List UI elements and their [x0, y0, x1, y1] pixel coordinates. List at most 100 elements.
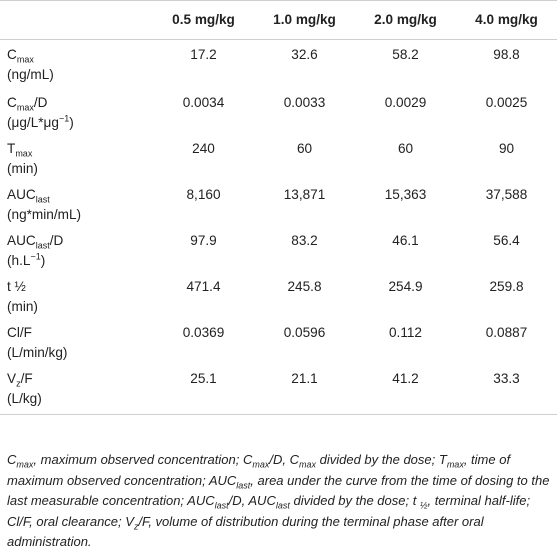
- parameter-unit: (h.L−1): [7, 251, 153, 271]
- table-cell-value: 17.2: [190, 47, 217, 62]
- table-cell-value: 259.8: [489, 278, 524, 294]
- parameter-label: Cmax (ng/mL): [0, 40, 153, 93]
- table-cell-value: 240: [192, 140, 215, 156]
- parameter-unit-main: (ng/mL): [7, 67, 54, 82]
- parameter-label: AUClast/D (h.L−1): [0, 231, 153, 277]
- footnote-subscript: ½: [419, 500, 428, 511]
- parameter-name: t ½: [7, 277, 153, 297]
- table-cell-value: 254.9: [388, 278, 423, 294]
- table-cell-value: 471.4: [186, 278, 221, 294]
- parameter-name-main: V: [7, 370, 17, 386]
- table-row: AUClast (ng*min/mL) 8,160 13,871 15,363 37,58…: [0, 185, 557, 231]
- footnote-subscript: max: [252, 459, 270, 470]
- parameter-label: Cl/F (L/min/kg): [0, 323, 153, 369]
- parameter-unit: (L/kg): [7, 389, 153, 409]
- parameter-unit: (μg/L*μg−1): [7, 113, 153, 133]
- table-cell-value: 0.112: [388, 324, 422, 340]
- parameter-name-main: t ½: [7, 278, 26, 294]
- parameter-name-main: AUC: [7, 186, 36, 202]
- footnote-text: , area under the curve from the time of …: [7, 472, 550, 509]
- parameter-unit-main: (min): [7, 160, 38, 176]
- footnote-subscript: z: [133, 521, 139, 532]
- header-cell-dose: 1.0 mg/kg: [254, 0, 355, 40]
- parameter-label: Vz/F (L/kg): [0, 368, 153, 415]
- footnote-text: /D, AUC: [228, 493, 276, 508]
- parameter-name-main: AUC: [7, 232, 36, 248]
- parameter-label: Tmax (min): [0, 139, 153, 185]
- parameter-unit-superscript: −1: [58, 112, 70, 123]
- parameter-name-subscript: z: [16, 378, 21, 389]
- parameter-name-main: C: [7, 94, 17, 110]
- parameter-name-suffix: /D: [49, 232, 64, 248]
- parameter-unit-main: (ng*min/mL): [7, 206, 82, 222]
- table-cell-value: 245.8: [287, 278, 322, 294]
- parameter-label: t ½ (min): [0, 277, 153, 323]
- parameter-name: Cl/F: [7, 323, 153, 343]
- table-cell-value: 60: [296, 140, 313, 156]
- footnote-text: , maximum observed concentration; C: [33, 452, 253, 467]
- parameter-unit-main: (L/kg): [7, 390, 42, 406]
- table-footnote: Cmax, maximum observed concentration; Cm…: [7, 450, 552, 553]
- footnote-text: divided by the dose; t: [289, 493, 420, 508]
- footnote-text: C: [7, 452, 17, 467]
- parameter-unit-main: (L/min/kg): [7, 344, 68, 360]
- parameter-name-suffix: /F: [20, 370, 33, 386]
- table-cell-value: 56.4: [493, 232, 520, 248]
- table-cell-value: 60: [397, 140, 414, 156]
- parameter-name-main: C: [7, 47, 17, 62]
- table-cell-value: 21.1: [254, 368, 355, 415]
- table-cell-value: 13,871: [283, 186, 326, 202]
- footnote-subscript: max: [446, 459, 464, 470]
- footnote-subscript: max: [16, 459, 34, 470]
- table-cell-value: 0.0029: [384, 94, 427, 110]
- parameter-name: Cmax/D: [7, 93, 153, 113]
- table-cell-value: 0.0033: [283, 94, 326, 110]
- parameter-name-subscript: last: [35, 194, 50, 205]
- parameter-name: Vz/F: [7, 369, 153, 389]
- parameter-name-main: Cl/F: [7, 324, 32, 340]
- parameter-unit: (min): [7, 159, 153, 179]
- table-cell-value: 33.3: [456, 368, 557, 415]
- table-cell-value: 97.9: [190, 232, 217, 248]
- parameter-unit: (ng/mL): [7, 65, 153, 85]
- table-cell-value: 46.1: [392, 232, 419, 248]
- parameter-unit-superscript: −1: [30, 250, 41, 261]
- table-cell-value: 98.8: [493, 47, 520, 62]
- footnote-subscript: max: [298, 459, 316, 470]
- parameter-label: Cmax/D (μg/L*μg−1): [0, 93, 153, 139]
- table-row: Cmax (ng/mL) 17.2 32.6 58.2 98.8: [0, 40, 557, 93]
- table-body: Cmax (ng/mL) 17.2 32.6 58.2 98.8 Cmax/D (μg/L*μ…: [0, 40, 557, 415]
- table-row: Cl/F (L/min/kg) 0.0369 0.0596 0.112 0.0887: [0, 323, 557, 369]
- parameter-name: AUClast: [7, 185, 153, 205]
- footnote-subscript: last: [214, 500, 229, 511]
- table-row: Vz/F (L/kg) 25.1 21.1 41.2 33.3: [0, 368, 557, 415]
- parameter-name-main: T: [7, 140, 16, 156]
- table-row: AUClast/D (h.L−1) 97.9 83.2 46.1 56.4: [0, 231, 557, 277]
- header-cell-dose: 4.0 mg/kg: [456, 0, 557, 40]
- footnote-subscript: last: [236, 480, 251, 491]
- footnote-subscript: last: [275, 500, 290, 511]
- table-cell-value: 8,160: [186, 186, 221, 202]
- table-cell-value: 0.0025: [485, 94, 528, 110]
- table-cell-value: 15,363: [384, 186, 427, 202]
- parameter-name: AUClast/D: [7, 231, 153, 251]
- table-cell-value: 90: [498, 140, 515, 156]
- parameter-unit: (L/min/kg): [7, 343, 153, 363]
- header-cell-dose: 2.0 mg/kg: [355, 0, 456, 40]
- table-cell-value: 0.0034: [182, 94, 225, 110]
- pharmacokinetics-table: 0.5 mg/kg 1.0 mg/kg 2.0 mg/kg 4.0 mg/kg …: [0, 0, 557, 415]
- table-row: Tmax (min) 240 60 60 90: [0, 139, 557, 185]
- footnote-text: /D, C: [269, 452, 299, 467]
- parameter-unit: (ng*min/mL): [7, 205, 153, 225]
- parameter-name: Cmax: [7, 45, 153, 65]
- table-cell-value: 83.2: [291, 232, 318, 248]
- parameter-name-subscript: max: [16, 102, 34, 113]
- table-cell-value: 0.0887: [485, 324, 528, 340]
- parameter-unit-tail: ): [69, 114, 74, 130]
- table-cell-value: 58.2: [392, 47, 419, 62]
- table-header-row: 0.5 mg/kg 1.0 mg/kg 2.0 mg/kg 4.0 mg/kg: [0, 0, 557, 40]
- parameter-unit-main: (μg/L*μg: [7, 114, 59, 130]
- footnote-text: /F, volume of distribution during the te…: [7, 513, 484, 550]
- parameter-name: Tmax: [7, 139, 153, 159]
